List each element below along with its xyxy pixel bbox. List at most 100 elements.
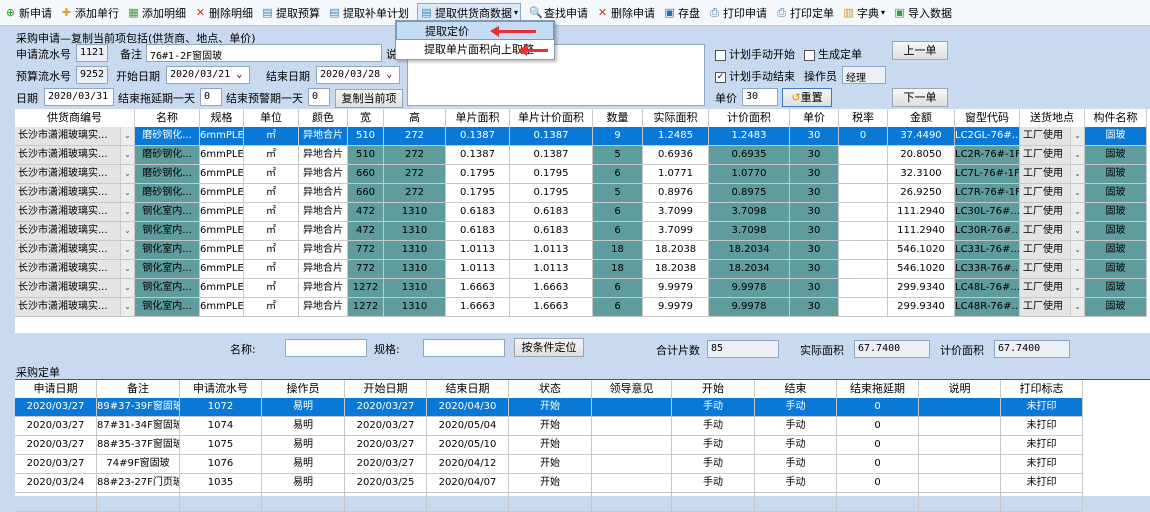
table-cell[interactable]: 1.6663 [510,298,593,317]
table-cell[interactable]: 0.1795 [510,165,593,184]
table-cell[interactable]: 30 [790,241,839,260]
table-cell[interactable]: 钢化室内... [135,260,200,279]
chevron-down-icon[interactable]: ⌄ [1070,165,1084,183]
table-cell[interactable]: 1.2485 [643,127,709,146]
column-header[interactable]: 窗型代码 [955,109,1020,128]
table-cell[interactable]: 磨砂钢化... [135,146,200,165]
table-cell[interactable]: 1272 [348,298,384,317]
table-cell[interactable]: 5 [593,184,643,203]
table-cell[interactable]: 1.6663 [510,279,593,298]
table-cell[interactable]: 易明 [262,417,345,436]
table-cell[interactable]: 111.2940 [888,203,955,222]
chevron-down-icon[interactable]: ⌄ [1070,260,1084,278]
table-cell[interactable]: 钢化室内... [135,298,200,317]
table-cell[interactable] [592,455,672,474]
table-cell[interactable]: 88#23-27F门页玻 [97,474,180,493]
column-header[interactable]: 宽 [348,109,384,128]
table-cell[interactable]: 5 [593,146,643,165]
table-cell[interactable]: 2020/03/27 [15,436,97,455]
table-row[interactable]: 2020/03/24 88#23-27F门页玻 1035 易明 2020/03/25 20… [15,474,1083,493]
column-header[interactable]: 申请流水号 [180,380,262,399]
table-cell[interactable]: 固玻 [1085,127,1147,146]
table-cell[interactable] [839,260,888,279]
table-cell[interactable]: 1.0113 [510,260,593,279]
column-header[interactable]: 高 [384,109,446,128]
priced-area-field[interactable]: 67.7400 [994,340,1070,358]
column-header[interactable]: 状态 [509,380,592,399]
start-date-picker[interactable]: 2020/03/21 ⌄ [166,66,250,84]
table-cell[interactable]: 异地合片 [299,298,348,317]
column-header[interactable]: 申请日期 [15,380,97,399]
table-cell[interactable] [839,146,888,165]
table-cell[interactable]: 磨砂钢化... [135,165,200,184]
table-cell[interactable]: 易明 [262,474,345,493]
table-cell[interactable]: 0.1387 [510,127,593,146]
column-header[interactable]: 结束日期 [427,380,509,399]
column-header[interactable]: 单片计价面积 [510,109,593,128]
column-header[interactable]: 名称 [135,109,200,128]
table-cell[interactable]: 1.6663 [446,298,510,317]
table-cell[interactable]: 0.1795 [446,184,510,203]
column-header[interactable]: 单价 [790,109,839,128]
table-cell[interactable]: 易明 [262,455,345,474]
table-cell[interactable]: 6 [593,222,643,241]
table-cell[interactable] [839,184,888,203]
end-date-picker[interactable]: 2020/03/28 ⌄ [316,66,400,84]
operator-field[interactable]: 经理 [842,66,886,84]
table-cell[interactable]: ㎡ [244,279,299,298]
filter-spec-input[interactable] [423,339,505,357]
column-header[interactable]: 开始 [672,380,755,399]
table-cell[interactable]: LC7R-76#-1F0 [955,184,1020,203]
table-cell[interactable]: 9.9978 [709,279,790,298]
toolbar-button-8[interactable]: ✕ 删除申请 [596,5,655,21]
table-cell[interactable]: 0.1387 [446,146,510,165]
table-cell[interactable]: 工厂使用 ⌄ [1020,165,1085,184]
table-cell[interactable] [919,398,1001,417]
table-cell[interactable]: 2020/03/27 [345,455,427,474]
table-cell[interactable]: 长沙市潇湘玻璃实... ⌄ [15,279,135,298]
menu-item-extract-area-roundup[interactable]: 提取单片面积向上取整 [396,40,554,59]
chevron-down-icon[interactable]: ⌄ [120,184,134,202]
table-cell[interactable]: 6 [593,203,643,222]
table-row[interactable]: 2020/03/27 88#35-37F窗固玻 1075 易明 2020/03/27 20… [15,436,1083,455]
table-cell[interactable]: ㎡ [244,146,299,165]
table-cell[interactable]: 30 [790,203,839,222]
actual-area-field[interactable]: 67.7400 [854,340,930,358]
table-cell[interactable] [839,222,888,241]
toolbar-button-6[interactable]: ▤ 提取供货商数据 ▾ [417,2,522,23]
table-cell[interactable]: 1.6663 [446,279,510,298]
plan-start-checkbox[interactable]: 计划手动开始 [715,46,795,62]
table-cell[interactable]: 手动 [672,474,755,493]
table-cell[interactable]: 开始 [509,474,592,493]
table-cell[interactable]: ㎡ [244,203,299,222]
column-header[interactable]: 供货商编号 [15,109,135,128]
column-header[interactable]: 单位 [244,109,299,128]
chevron-down-icon[interactable]: ⌄ [1070,127,1084,145]
table-cell[interactable]: 0 [837,455,919,474]
table-cell[interactable]: 3.7098 [709,222,790,241]
table-cell[interactable]: 1.0770 [709,165,790,184]
table-cell[interactable]: 0.6183 [446,222,510,241]
table-cell[interactable]: 固玻 [1085,279,1147,298]
table-cell[interactable]: 异地合片 [299,260,348,279]
table-cell[interactable]: 0.6936 [643,146,709,165]
column-header[interactable]: 计价面积 [709,109,790,128]
reset-button[interactable]: ↺重置 [782,88,832,107]
table-cell[interactable]: 20.8050 [888,146,955,165]
table-cell[interactable]: 异地合片 [299,165,348,184]
menu-item-extract-price[interactable]: 提取定价 [396,21,554,40]
table-cell[interactable]: 0.8975 [709,184,790,203]
table-cell[interactable] [919,455,1001,474]
table-cell[interactable] [919,417,1001,436]
chevron-down-icon[interactable]: ⌄ [1070,298,1084,316]
total-pieces-field[interactable]: 85 [707,340,779,358]
table-cell[interactable]: 2020/04/07 [427,474,509,493]
table-cell[interactable]: 2020/05/10 [427,436,509,455]
table-cell[interactable]: 1310 [384,222,446,241]
table-cell[interactable]: 88#35-37F窗固玻 [97,436,180,455]
table-cell[interactable]: 工厂使用 ⌄ [1020,241,1085,260]
table-row[interactable]: 2020/03/27 87#31-34F窗固玻 1074 易明 2020/03/27 20… [15,417,1083,436]
table-cell[interactable]: 6mmPLE... [200,279,244,298]
column-header[interactable]: 数量 [593,109,643,128]
table-cell[interactable]: 772 [348,241,384,260]
